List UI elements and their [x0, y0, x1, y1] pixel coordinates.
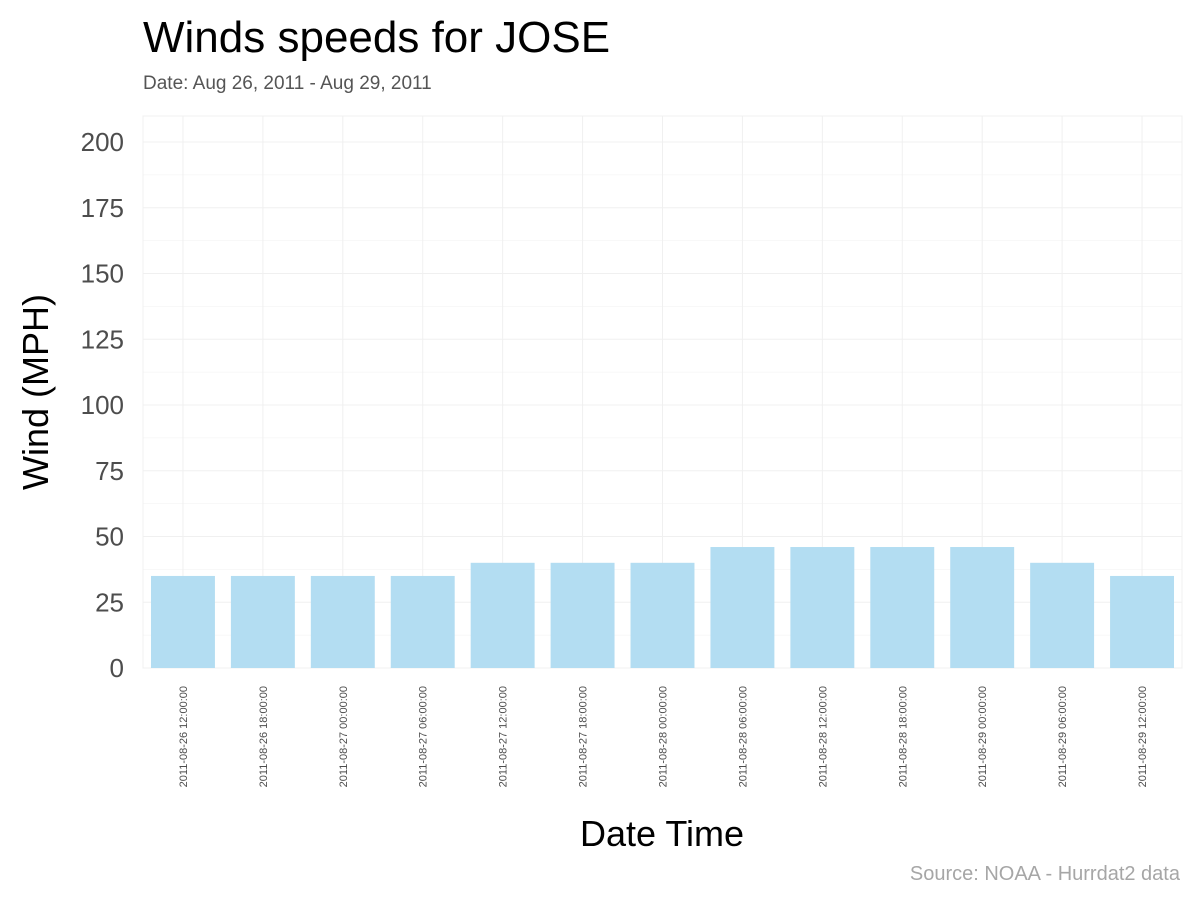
chart-subtitle: Date: Aug 26, 2011 - Aug 29, 2011 — [143, 73, 432, 94]
x-tick-label: 2011-08-28 18:00:00 — [897, 686, 909, 787]
bar — [230, 575, 295, 668]
y-tick-label: 125 — [81, 324, 124, 354]
y-tick-label: 75 — [95, 456, 124, 486]
source-caption: Source: NOAA - Hurrdat2 data — [910, 863, 1181, 885]
y-tick-label: 200 — [81, 127, 124, 157]
x-tick-label: 2011-08-27 06:00:00 — [418, 686, 430, 787]
x-tick-label: 2011-08-26 12:00:00 — [178, 686, 190, 787]
x-tick-label: 2011-08-28 00:00:00 — [658, 686, 670, 787]
y-tick-label: 50 — [95, 522, 124, 552]
x-tick-label: 2011-08-28 06:00:00 — [737, 686, 749, 787]
x-tick-label: 2011-08-27 12:00:00 — [498, 686, 510, 787]
bar — [550, 562, 615, 668]
bar — [950, 547, 1015, 668]
y-tick-label: 0 — [110, 653, 124, 683]
bar — [310, 575, 375, 668]
x-tick-label: 2011-08-29 12:00:00 — [1137, 686, 1149, 787]
y-axis-ticks: 0 25 50 75 100 125 150 175 200 — [81, 127, 124, 683]
chart-title: Winds speeds for JOSE — [143, 13, 610, 62]
bar — [150, 575, 215, 668]
bar — [870, 547, 935, 668]
x-tick-label: 2011-08-29 06:00:00 — [1057, 686, 1069, 787]
bar — [710, 547, 775, 668]
bars — [150, 547, 1175, 668]
x-tick-label: 2011-08-29 00:00:00 — [977, 686, 989, 787]
x-axis-label: Date Time — [580, 813, 744, 854]
bar — [790, 547, 855, 668]
x-axis-ticks: 2011-08-26 12:00:00 2011-08-26 18:00:00 20… — [178, 686, 1149, 787]
x-tick-label: 2011-08-26 18:00:00 — [258, 686, 270, 787]
x-tick-label: 2011-08-28 12:00:00 — [817, 686, 829, 787]
bar — [630, 562, 695, 668]
y-tick-label: 25 — [95, 587, 124, 617]
bar — [1110, 575, 1175, 668]
x-tick-label: 2011-08-27 18:00:00 — [578, 686, 590, 787]
bar — [1030, 562, 1095, 668]
y-tick-label: 150 — [81, 259, 124, 289]
y-tick-label: 100 — [81, 390, 124, 420]
bar — [470, 562, 535, 668]
y-axis-label: Wind (MPH) — [15, 294, 56, 490]
y-tick-label: 175 — [81, 193, 124, 223]
bar — [390, 575, 455, 668]
x-tick-label: 2011-08-27 00:00:00 — [338, 686, 350, 787]
